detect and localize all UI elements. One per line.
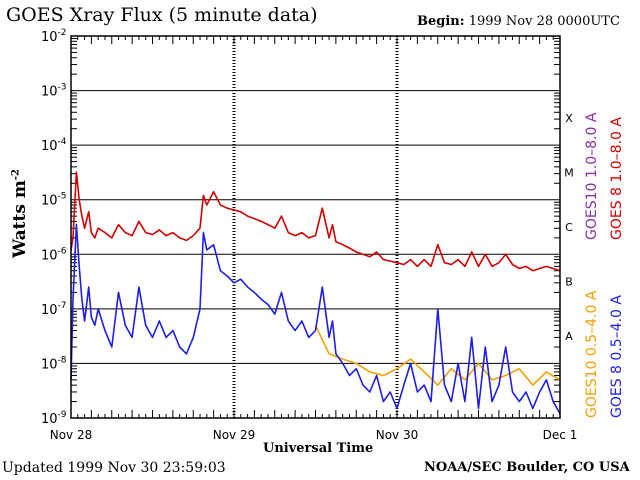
flare-class-X: X [565, 112, 573, 125]
y-tick-label: 10-5 [41, 192, 67, 209]
gridlines [71, 36, 560, 418]
x-tick-label: Nov 29 [213, 428, 256, 442]
legend-entry: GOES 8 1.0–8.0 A [609, 117, 625, 240]
flare-class-C: C [565, 221, 573, 234]
series-lines [70, 171, 561, 415]
y-tick-label: 10-3 [41, 83, 67, 100]
flare-class-A: A [565, 330, 573, 343]
series-goes-8-1-0-8-0-a [70, 171, 561, 272]
begin-value: 1999 Nov 28 0000UTC [468, 14, 620, 29]
x-tick-label: Nov 30 [376, 428, 419, 442]
x-tick-label: Dec 1 [543, 428, 578, 442]
x-axis-label: Universal Time [263, 441, 374, 456]
plot-frame [70, 35, 561, 419]
chart-title: GOES Xray Flux (5 minute data) [6, 4, 318, 26]
begin-time: Begin: 1999 Nov 28 0000UTC [417, 14, 620, 29]
credit-text: NOAA/SEC Boulder, CO USA [424, 460, 630, 475]
legend-entry: GOES10 1.0–8.0 A [584, 112, 600, 240]
axis-ticks [70, 36, 561, 418]
legend-entry: GOES 8 0.5–4.0 A [609, 295, 625, 418]
flare-class-B: B [565, 276, 573, 289]
y-tick-label: 10-8 [41, 355, 67, 372]
series-goes10-0-5-4-0-a [314, 324, 561, 386]
y-tick-label: 10-9 [41, 410, 67, 427]
flare-class-M: M [564, 166, 574, 179]
y-tick-label: 10-2 [41, 28, 67, 45]
begin-label: Begin: [417, 14, 465, 29]
y-tick-label: 10-4 [41, 137, 67, 154]
y-tick-label: 10-7 [41, 301, 67, 318]
y-tick-label: 10-6 [41, 246, 67, 263]
series-goes-8-0-5-4-0-a [70, 223, 561, 415]
x-tick-label: Nov 28 [50, 428, 93, 442]
legend-entry: GOES10 0.5–4.0 A [584, 290, 600, 418]
legend: GOES 8 1.0–8.0 A GOES10 1.0–8.0 A GOES 8 0… [584, 112, 625, 418]
updated-timestamp: Updated 1999 Nov 30 23:59:03 [2, 460, 226, 476]
